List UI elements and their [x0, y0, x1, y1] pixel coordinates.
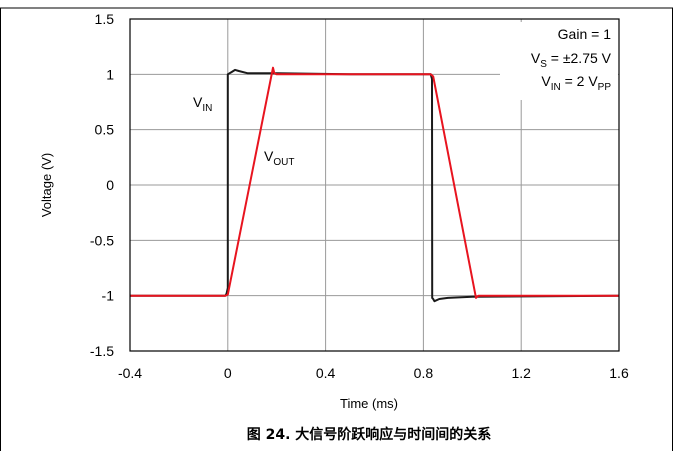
annotation-supply-voltage: VS = ±2.75 V — [531, 50, 612, 70]
figure-caption: 图 24. 大信号阶跃响应与时间间的关系 — [247, 426, 492, 443]
plot-area-border — [129, 18, 620, 352]
y-tick-label: -1.5 — [90, 343, 114, 359]
y-tick-label: 0.5 — [95, 122, 115, 138]
annotation-vin-main: V — [541, 73, 551, 89]
series-layer — [130, 66, 620, 303]
series-label-vin: VIN — [193, 94, 212, 114]
series-label-vin-sub: IN — [202, 103, 212, 114]
y-axis-label: Voltage (V) — [39, 153, 54, 217]
series-label-vin-main: V — [193, 94, 203, 110]
y-tick-label: -1 — [102, 288, 115, 304]
annotation-input-voltage: VIN = 2 VPP — [541, 73, 611, 93]
x-tick-label: 1.6 — [609, 365, 629, 381]
x-tick-label: 0 — [224, 365, 232, 381]
annotation-box-background — [500, 22, 618, 100]
annotation-vin-unit-sub: PP — [598, 82, 612, 93]
x-axis-label: Time (ms) — [340, 396, 398, 411]
series-label-vout-sub: OUT — [273, 157, 294, 168]
series-line-vout — [130, 66, 619, 299]
x-tick-label: 0.4 — [316, 365, 336, 381]
y-tick-labels: 1.5 1 0.5 0 -0.5 -1 -1.5 — [90, 11, 114, 359]
y-tick-label: 1 — [106, 66, 114, 82]
series-label-vout-main: V — [264, 148, 274, 164]
x-tick-label: 1.2 — [511, 365, 531, 381]
series-label-vout: VOUT — [264, 148, 294, 168]
x-tick-labels: -0.4 0 0.4 0.8 1.2 1.6 — [118, 365, 629, 381]
annotation-box: Gain = 1 VS = ±2.75 V VIN = 2 VPP — [500, 22, 618, 100]
y-tick-label: 1.5 — [95, 11, 115, 27]
y-tick-label: -0.5 — [90, 232, 114, 248]
annotation-vs-value: = ±2.75 V — [547, 50, 612, 66]
y-tick-label: 0 — [106, 177, 114, 193]
annotation-vin-sub: IN — [551, 82, 561, 93]
x-tick-label: -0.4 — [118, 365, 142, 381]
annotation-vs-sub: S — [540, 59, 547, 70]
annotation-vs-main: V — [531, 50, 541, 66]
x-tick-label: 0.8 — [414, 365, 434, 381]
annotation-vin-eq: = 2 V — [561, 73, 599, 89]
annotation-gain: Gain = 1 — [558, 26, 612, 42]
